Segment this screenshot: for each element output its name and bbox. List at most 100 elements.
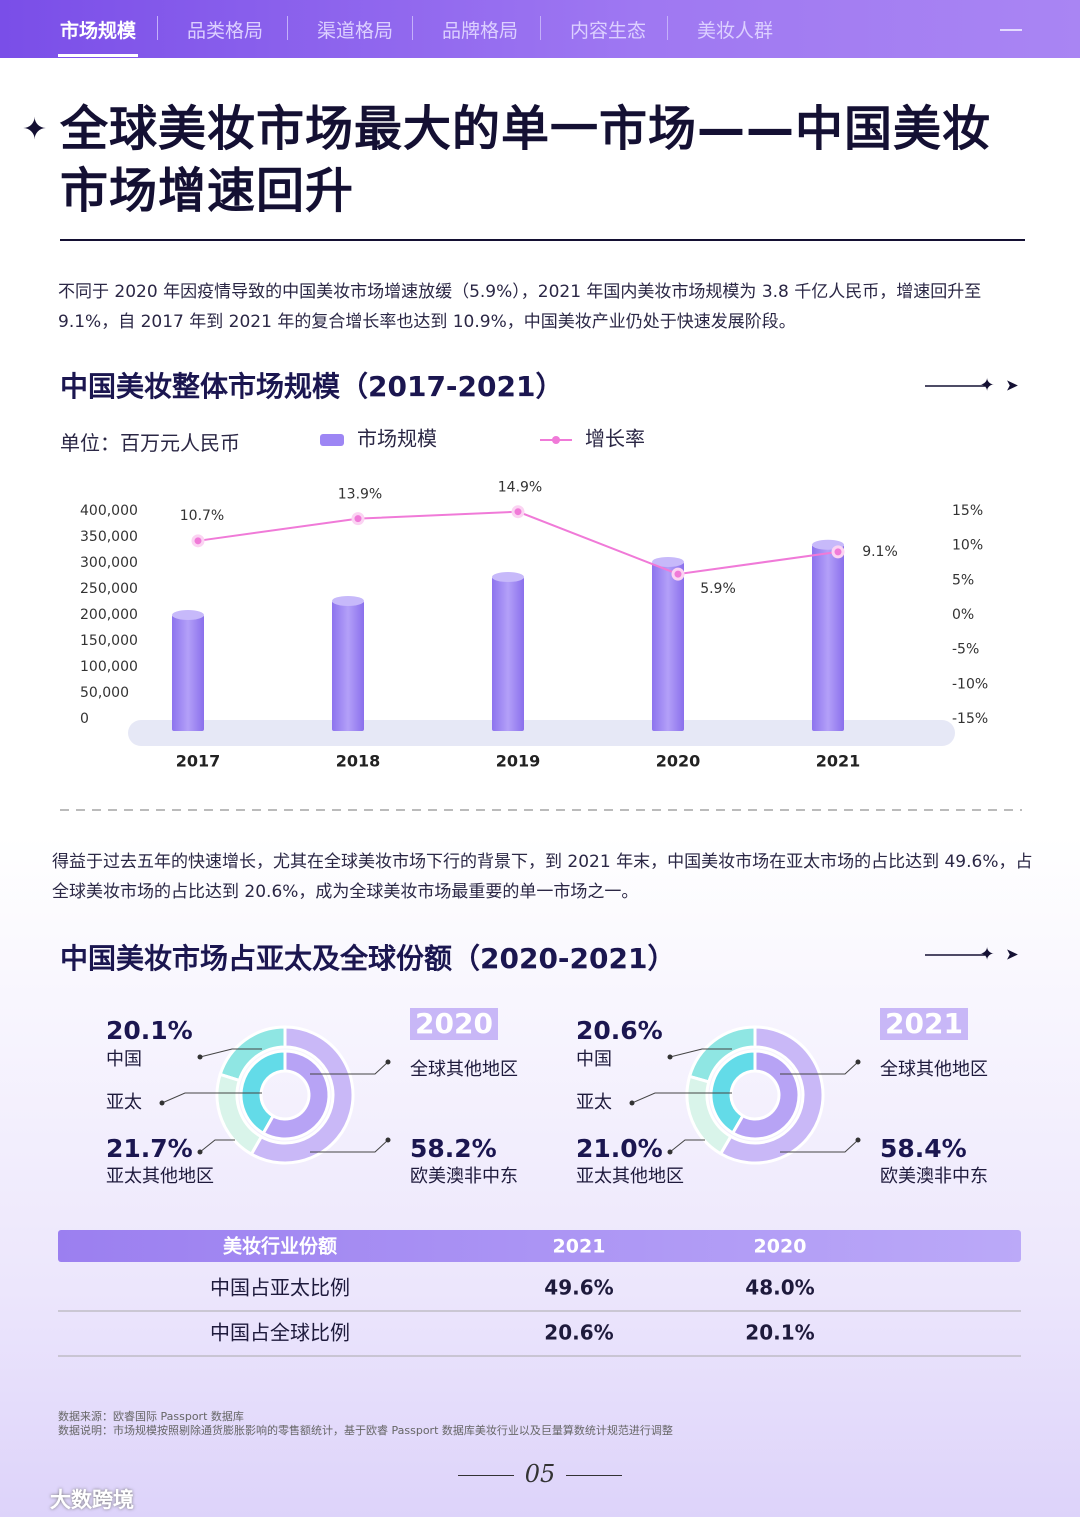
bar-cap <box>332 595 364 606</box>
growth-line <box>197 510 839 576</box>
y2-tick-label: -15% <box>952 711 988 727</box>
nav-tab[interactable]: 品类格局 <box>187 20 264 42</box>
table-header: 2021 <box>553 1236 606 1258</box>
data-label: 13.9% <box>338 487 382 503</box>
page-rule <box>458 1475 514 1476</box>
nav-bar: 市场规模 品类格局 渠道格局 品牌格局 内容生态 美妆人群 <box>0 0 1080 58</box>
bar <box>492 577 524 731</box>
leader-dot <box>159 1100 165 1106</box>
bar <box>172 615 204 731</box>
x-tick-label: 2017 <box>176 752 221 771</box>
category-label: 欧美澳非中东 <box>880 1166 988 1187</box>
nav-tab[interactable]: 渠道格局 <box>317 20 394 42</box>
year-badge <box>410 1008 498 1040</box>
leader-line <box>631 1092 732 1104</box>
category-label: 亚太其他地区 <box>106 1166 214 1187</box>
legend-swatch <box>320 434 344 446</box>
inner-segment <box>261 1049 331 1141</box>
leader-dot <box>629 1100 635 1106</box>
table-header-bg <box>58 1230 1021 1262</box>
y-tick-label: 200,000 <box>80 607 138 623</box>
leader-line <box>199 1048 262 1058</box>
x-tick-label: 2018 <box>336 752 381 771</box>
category-label: 欧美澳非中东 <box>410 1166 518 1187</box>
value-label: 20.1% <box>106 1016 193 1045</box>
nav-tab[interactable]: 美妆人群 <box>697 20 774 42</box>
value-label: 58.2% <box>410 1134 497 1163</box>
y2-tick-label: 10% <box>952 538 983 554</box>
page-title: 全球美妆市场最大的单一市场——中国美妆市场增速回升 <box>60 101 992 219</box>
legend-label: 市场规模 <box>357 427 437 451</box>
year-label: 2021 <box>885 1007 963 1040</box>
svg-text:➤: ➤ <box>1005 945 1018 964</box>
category-label: 中国 <box>576 1049 612 1070</box>
growth-point <box>671 567 685 581</box>
table-cell: 20.1% <box>745 1321 814 1345</box>
footnote: 数据来源：欧睿国际 Passport 数据库 <box>58 1410 244 1423</box>
inner-segment <box>730 1049 801 1141</box>
inner-label: 全球其他地区 <box>410 1059 518 1080</box>
y-tick-label: 50,000 <box>80 685 129 701</box>
leader-dot <box>197 1149 203 1155</box>
tab-separator <box>667 16 668 40</box>
nav-tab[interactable]: 内容生态 <box>570 20 647 42</box>
donut-segment <box>718 1025 825 1165</box>
data-label: 14.9% <box>498 480 542 496</box>
inner-segment <box>239 1049 287 1136</box>
nav-tab[interactable]: 市场规模 <box>60 20 137 42</box>
bar-cap <box>652 556 684 567</box>
menu-icon[interactable] <box>1000 29 1022 31</box>
leader-dot <box>667 1149 673 1155</box>
paragraph: 得益于过去五年的快速增长，尤其在全球美妆市场下行的背景下，到 2021 年末，中… <box>52 852 1033 902</box>
y-tick-label: 250,000 <box>80 581 138 597</box>
year-badge <box>880 1008 968 1040</box>
leader-dot <box>197 1054 203 1060</box>
value-label: 20.6% <box>576 1016 663 1045</box>
intro-text: 不同于 2020 年因疫情导致的中国美妆市场增速放缓（5.9%），2021 年国… <box>58 282 982 332</box>
value-label: 58.4% <box>880 1134 967 1163</box>
y-tick-label: 400,000 <box>80 503 138 519</box>
inner-segment <box>709 1049 757 1136</box>
table-header: 美妆行业份额 <box>223 1235 337 1258</box>
leader-dot <box>385 1059 391 1065</box>
x-tick-label: 2019 <box>496 752 541 771</box>
footnote: 数据说明：市场规模按照剔除通货膨胀影响的零售额统计，基于欧睿 Passport … <box>58 1424 673 1437</box>
growth-point <box>191 534 205 548</box>
svg-text:➤: ➤ <box>1005 376 1018 395</box>
page-rule <box>566 1475 622 1476</box>
watermark: 大数跨境 <box>50 1488 134 1512</box>
value-label: 21.0% <box>576 1134 663 1163</box>
title-rule <box>60 239 1025 241</box>
leader-dot <box>667 1054 673 1060</box>
tab-separator <box>540 16 541 40</box>
deco-arrow: ✦ ➤ ✦ ➤ <box>925 375 1019 965</box>
growth-point <box>351 512 365 526</box>
y-tick-label: 350,000 <box>80 529 138 545</box>
bar <box>332 600 364 731</box>
svg-text:✦: ✦ <box>979 375 994 396</box>
tab-separator <box>287 16 288 40</box>
inner-label: 全球其他地区 <box>880 1059 988 1080</box>
leader-line <box>669 1048 732 1058</box>
x-tick-label: 2021 <box>816 752 861 771</box>
y2-tick-label: -5% <box>952 642 979 658</box>
bar <box>812 544 844 731</box>
leader-line <box>310 1061 389 1075</box>
leader-dot <box>855 1137 861 1143</box>
data-label: 9.1% <box>862 544 898 560</box>
data-label: 10.7% <box>180 508 224 524</box>
table-cell: 48.0% <box>745 1276 814 1300</box>
tab-separator <box>157 16 158 40</box>
legend-swatch <box>552 436 560 444</box>
table-cell: 20.6% <box>544 1321 613 1345</box>
chart-title: 中国美妆整体市场规模（2017-2021） <box>60 370 564 403</box>
value-label: 21.7% <box>106 1134 193 1163</box>
nav-tab[interactable]: 品牌格局 <box>442 20 519 42</box>
leader-line <box>669 1139 705 1153</box>
leader-dot <box>385 1137 391 1143</box>
active-tab-underline <box>58 54 138 57</box>
inner-label: 亚太 <box>576 1092 612 1113</box>
y2-tick-label: 0% <box>952 607 974 623</box>
table-cell: 中国占亚太比例 <box>210 1276 350 1300</box>
